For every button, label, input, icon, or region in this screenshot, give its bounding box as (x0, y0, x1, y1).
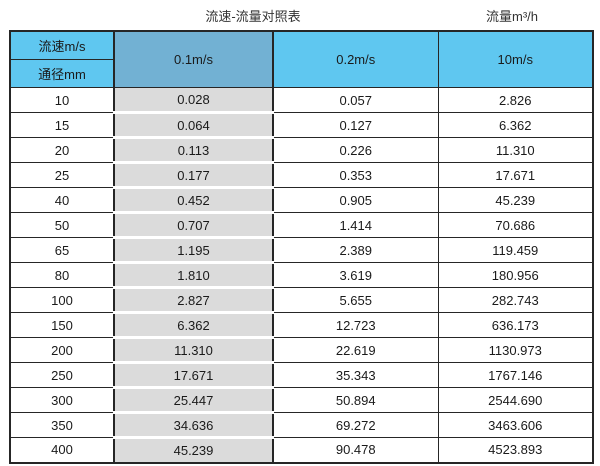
flow-cell-0.2: 3.619 (272, 262, 439, 288)
table-row: 150 6.362 12.723 636.173 (9, 311, 594, 338)
flow-cell-10: 4523.893 (437, 437, 594, 463)
diameter-cell: 25 (9, 162, 115, 188)
corner-split: 流速m/s 通径mm (11, 32, 113, 87)
diameter-cell: 65 (9, 237, 115, 263)
table-row: 350 34.636 69.272 3463.606 (9, 411, 594, 438)
flow-cell-0.2: 0.226 (272, 137, 439, 163)
column-header-10ms: 10m/s (437, 30, 594, 88)
table-row: 400 45.239 90.478 4523.893 (9, 436, 594, 463)
flow-cell-0.1: 0.064 (113, 111, 274, 138)
flow-cell-10: 2544.690 (437, 387, 594, 413)
flow-velocity-flow-rate-table: 流速m/s 通径mm 0.1m/s 0.2m/s 10m/s 10 0.028 0.… (9, 30, 594, 464)
flow-cell-10: 70.686 (437, 212, 594, 238)
corner-header-cell: 流速m/s 通径mm (9, 30, 115, 88)
flow-cell-0.2: 69.272 (272, 412, 439, 438)
flow-cell-0.2: 22.619 (272, 337, 439, 363)
flow-cell-0.1: 0.113 (113, 136, 274, 163)
diameter-axis-label: 通径mm (38, 67, 86, 82)
flow-cell-0.1: 0.028 (113, 87, 274, 113)
flow-cell-0.2: 2.389 (272, 237, 439, 263)
table-row: 50 0.707 1.414 70.686 (9, 211, 594, 238)
titlebar: 流速-流量对照表 流量m³/h (0, 0, 600, 30)
flow-cell-10: 45.239 (437, 187, 594, 213)
flow-cell-0.2: 0.905 (272, 187, 439, 213)
flow-cell-0.1: 0.707 (113, 211, 274, 238)
flow-cell-0.1: 34.636 (113, 411, 274, 438)
velocity-axis-label: 流速m/s (11, 32, 113, 60)
flow-unit-label: 流量m³/h (485, 9, 538, 24)
diameter-cell: 250 (9, 362, 115, 388)
flow-cell-0.1: 2.827 (113, 286, 274, 313)
flow-cell-0.1: 1.810 (113, 261, 274, 288)
flow-cell-10: 2.826 (437, 87, 594, 113)
diameter-cell: 20 (9, 137, 115, 163)
table-row: 250 17.671 35.343 1767.146 (9, 361, 594, 388)
table-row: 80 1.810 3.619 180.956 (9, 261, 594, 288)
flow-cell-0.1: 25.447 (113, 386, 274, 413)
flow-cell-0.2: 35.343 (272, 362, 439, 388)
diameter-cell: 350 (9, 412, 115, 438)
flow-cell-10: 636.173 (437, 312, 594, 338)
flow-cell-0.1: 0.452 (113, 186, 274, 213)
flow-cell-0.2: 0.057 (272, 87, 439, 113)
table-row: 25 0.177 0.353 17.671 (9, 161, 594, 188)
flow-cell-10: 6.362 (437, 112, 594, 138)
flow-cell-10: 1130.973 (437, 337, 594, 363)
flow-cell-10: 1767.146 (437, 362, 594, 388)
diameter-cell: 50 (9, 212, 115, 238)
table-row: 15 0.064 0.127 6.362 (9, 111, 594, 138)
diameter-cell: 40 (9, 187, 115, 213)
flow-cell-0.2: 0.127 (272, 112, 439, 138)
diameter-cell: 400 (9, 437, 115, 463)
flow-cell-10: 282.743 (437, 287, 594, 313)
column-header-0.1ms: 0.1m/s (113, 30, 274, 88)
diameter-cell: 80 (9, 262, 115, 288)
diameter-cell: 10 (9, 87, 115, 113)
table-row: 10 0.028 0.057 2.826 (9, 87, 594, 113)
flow-cell-10: 3463.606 (437, 412, 594, 438)
flow-cell-0.1: 1.195 (113, 236, 274, 263)
flow-cell-0.2: 1.414 (272, 212, 439, 238)
diameter-cell: 300 (9, 387, 115, 413)
diameter-cell: 150 (9, 312, 115, 338)
flow-cell-0.2: 90.478 (272, 437, 439, 463)
table-row: 300 25.447 50.894 2544.690 (9, 386, 594, 413)
diameter-cell: 15 (9, 112, 115, 138)
flow-cell-0.2: 5.655 (272, 287, 439, 313)
flow-cell-10: 17.671 (437, 162, 594, 188)
flow-cell-0.1: 45.239 (113, 436, 274, 463)
diameter-cell: 100 (9, 287, 115, 313)
column-header-0.2ms: 0.2m/s (272, 30, 439, 88)
flow-cell-10: 119.459 (437, 237, 594, 263)
table-body: 10 0.028 0.057 2.826 15 0.064 0.127 6.362 20 0.… (9, 87, 594, 463)
header-row: 流速m/s 通径mm 0.1m/s 0.2m/s 10m/s (9, 30, 594, 88)
table-row: 200 11.310 22.619 1130.973 (9, 336, 594, 363)
flow-cell-0.1: 6.362 (113, 311, 274, 338)
table-row: 20 0.113 0.226 11.310 (9, 136, 594, 163)
flow-cell-0.1: 17.671 (113, 361, 274, 388)
table-row: 40 0.452 0.905 45.239 (9, 186, 594, 213)
flow-cell-10: 11.310 (437, 137, 594, 163)
flow-cell-0.2: 0.353 (272, 162, 439, 188)
flow-cell-0.1: 0.177 (113, 161, 274, 188)
table-row: 65 1.195 2.389 119.459 (9, 236, 594, 263)
diameter-cell: 200 (9, 337, 115, 363)
flow-cell-0.1: 11.310 (113, 336, 274, 363)
flow-cell-10: 180.956 (437, 262, 594, 288)
table-title: 流速-流量对照表 (205, 9, 301, 24)
flow-cell-0.2: 12.723 (272, 312, 439, 338)
table-row: 100 2.827 5.655 282.743 (9, 286, 594, 313)
flow-cell-0.2: 50.894 (272, 387, 439, 413)
